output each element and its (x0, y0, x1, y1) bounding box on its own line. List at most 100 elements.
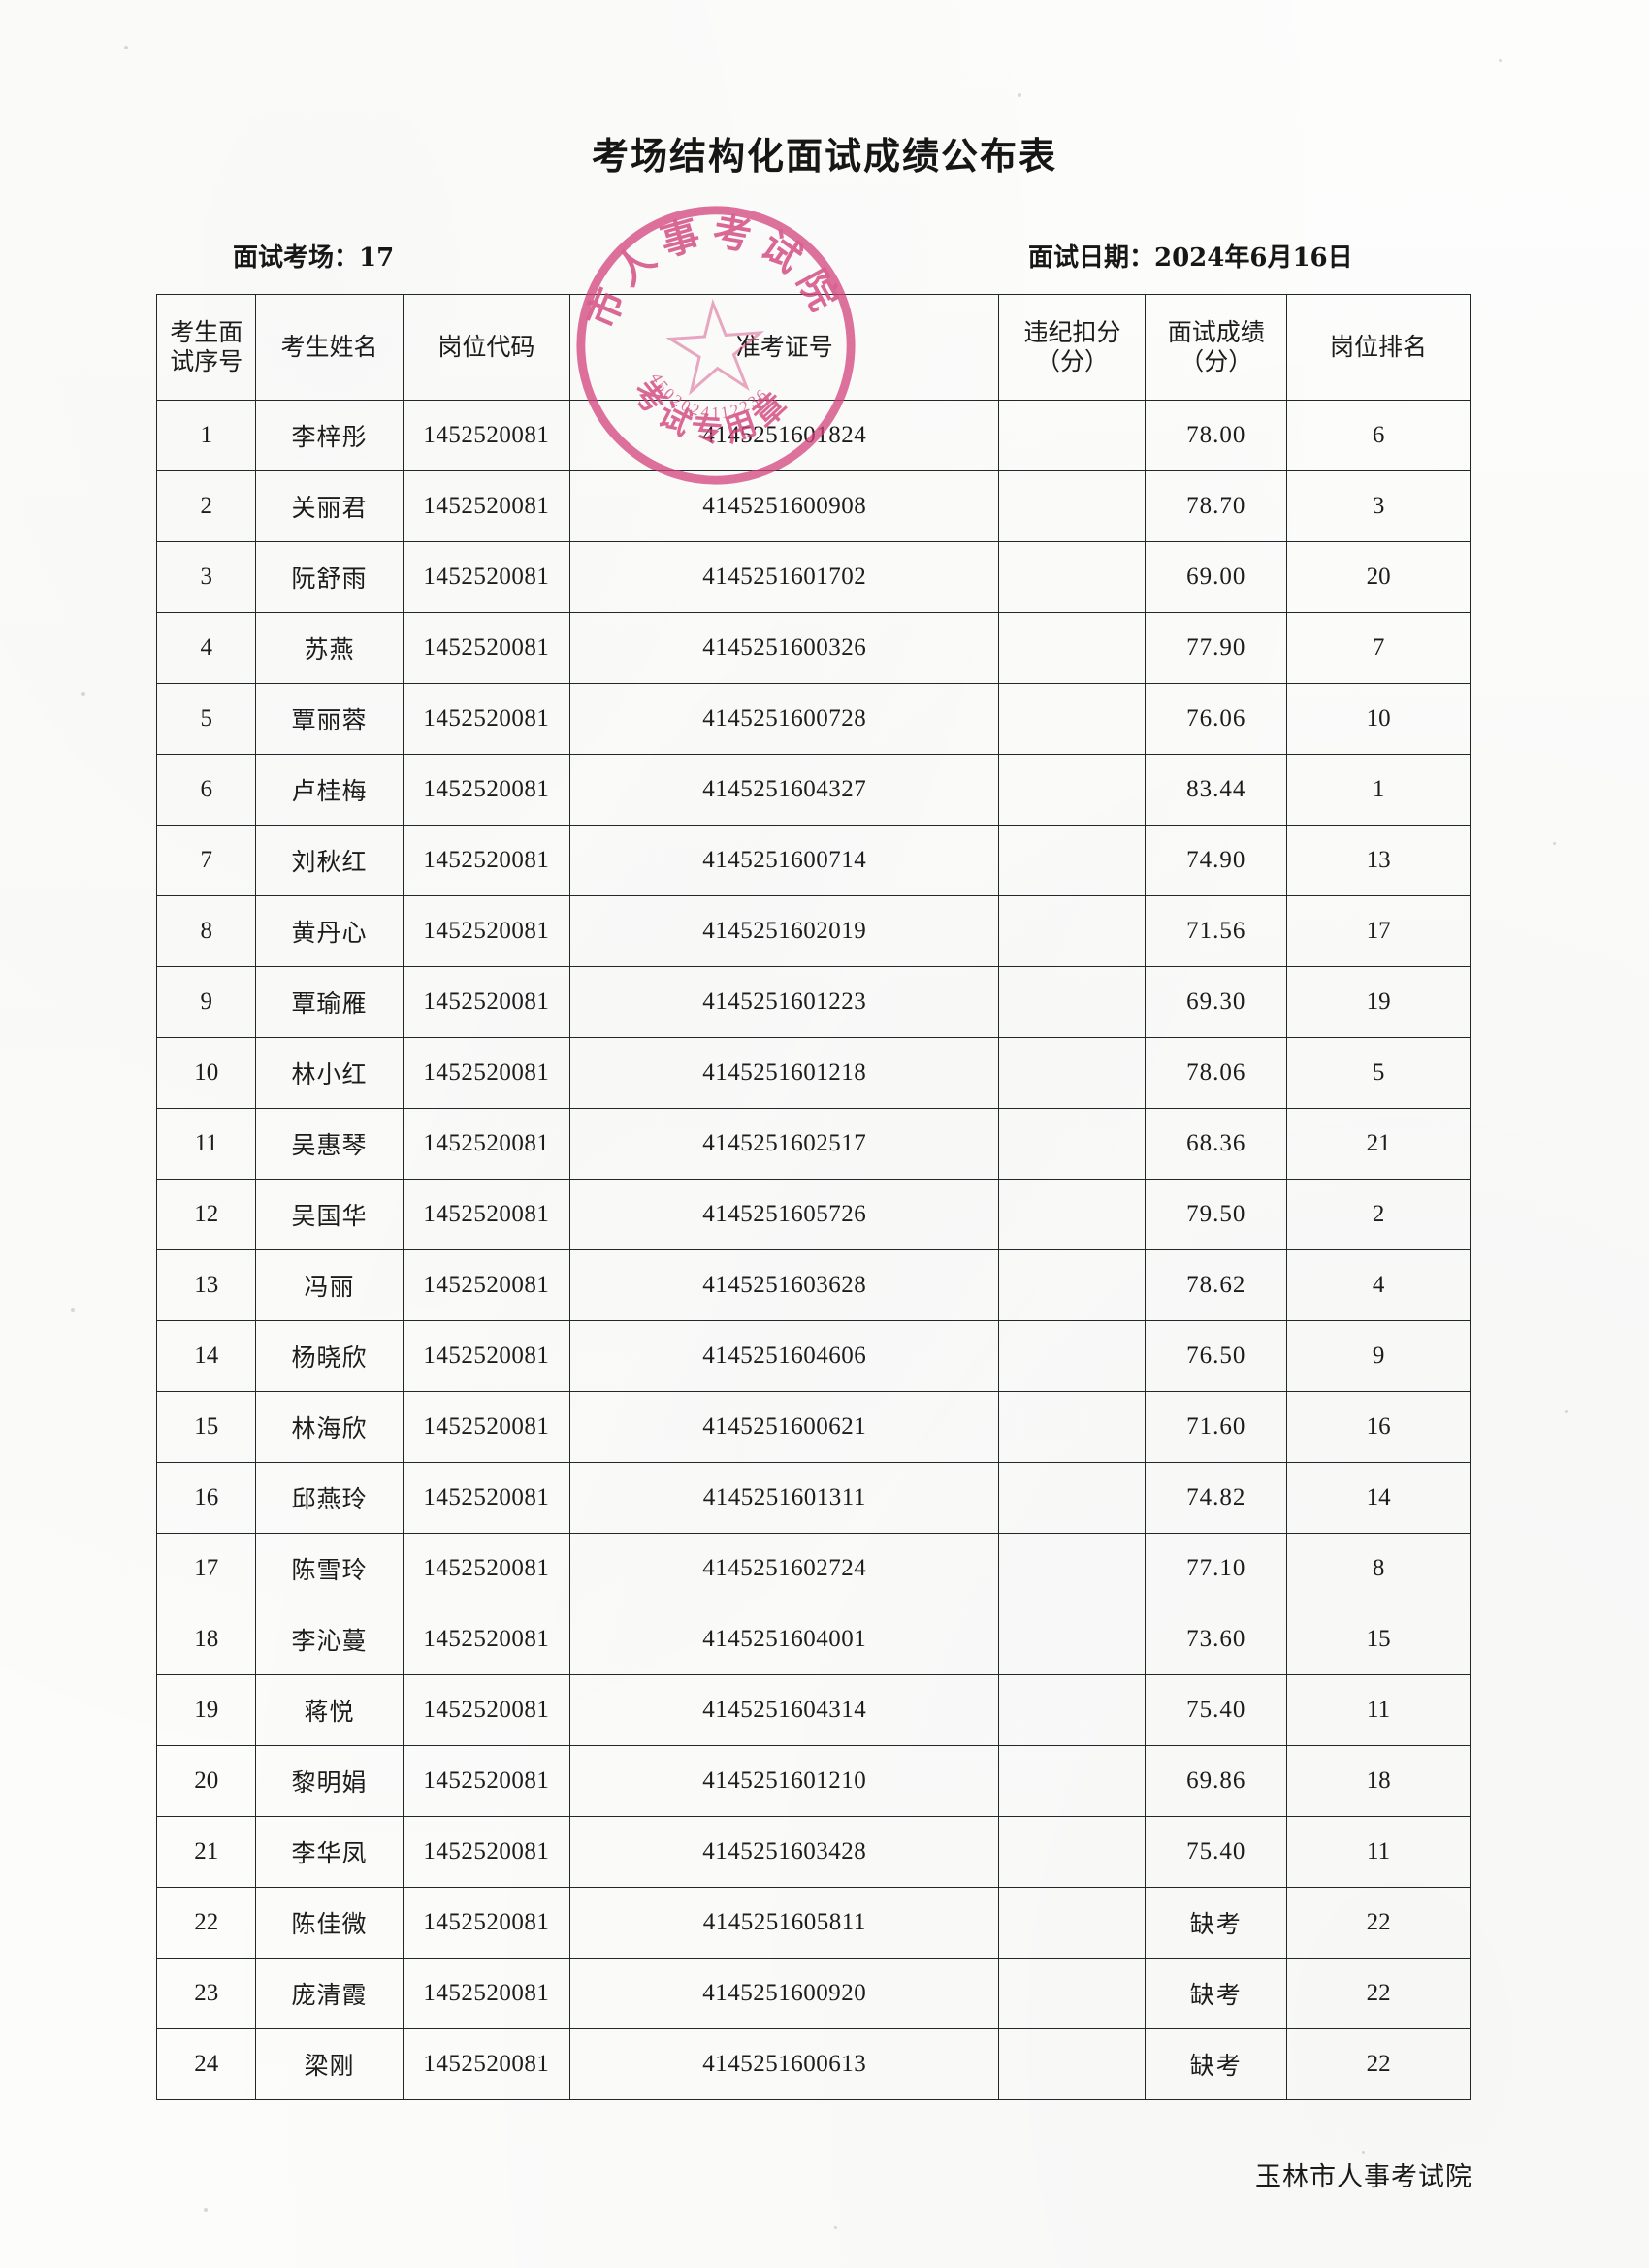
table-row: 5 覃丽蓉 1452520081 4145251600728 76.06 10 (155, 683, 1471, 755)
cell-post-code: 1452520081 (402, 1533, 571, 1604)
table-row: 13 冯丽 1452520081 4145251603628 78.62 4 (155, 1249, 1471, 1321)
cell-ticket-number: 4145251605811 (569, 1887, 1000, 1959)
cell-deduction (998, 1958, 1147, 2029)
table-row: 14 杨晓欣 1452520081 4145251604606 76.50 9 (155, 1320, 1471, 1392)
cell-deduction (998, 1108, 1147, 1180)
cell-score: 78.06 (1145, 1037, 1288, 1109)
cell-ticket-number: 4145251601702 (569, 541, 1000, 613)
cell-sequence: 3 (155, 541, 257, 613)
cell-rank: 6 (1286, 400, 1471, 471)
cell-ticket-number: 4145251604001 (569, 1604, 1000, 1675)
cell-rank: 16 (1286, 1391, 1471, 1463)
cell-sequence: 13 (155, 1249, 257, 1321)
cell-candidate-name: 庞清霞 (255, 1958, 404, 2029)
cell-rank: 3 (1286, 470, 1471, 542)
results-table: 考生面 试序号 考生姓名 岗位代码 准考证号 违纪扣分 （分） 面试成绩 （分） 岗位… (155, 294, 1471, 2100)
cell-sequence: 15 (155, 1391, 257, 1463)
cell-rank: 15 (1286, 1604, 1471, 1675)
cell-post-code: 1452520081 (402, 1391, 571, 1463)
table-row: 1 李梓彤 1452520081 4145251601824 78.00 6 (155, 400, 1471, 471)
cell-candidate-name: 吴国华 (255, 1179, 404, 1250)
cell-rank: 10 (1286, 683, 1471, 755)
column-header-rank: 岗位排名 (1286, 294, 1471, 401)
scan-speck (1565, 1410, 1568, 1413)
cell-candidate-name: 蒋悦 (255, 1674, 404, 1746)
table-row: 4 苏燕 1452520081 4145251600326 77.90 7 (155, 612, 1471, 684)
table-row: 10 林小红 1452520081 4145251601218 78.06 5 (155, 1037, 1471, 1109)
cell-post-code: 1452520081 (402, 1816, 571, 1888)
cell-score: 79.50 (1145, 1179, 1288, 1250)
cell-candidate-name: 林海欣 (255, 1391, 404, 1463)
table-row: 24 梁刚 1452520081 4145251600613 缺考 22 (155, 2028, 1471, 2100)
cell-post-code: 1452520081 (402, 1249, 571, 1321)
cell-sequence: 12 (155, 1179, 257, 1250)
cell-rank: 8 (1286, 1533, 1471, 1604)
cell-score: 78.62 (1145, 1249, 1288, 1321)
cell-post-code: 1452520081 (402, 2028, 571, 2100)
cell-candidate-name: 黄丹心 (255, 895, 404, 967)
cell-deduction (998, 1320, 1147, 1392)
cell-sequence: 10 (155, 1037, 257, 1109)
cell-deduction (998, 1816, 1147, 1888)
cell-candidate-name: 李梓彤 (255, 400, 404, 471)
cell-sequence: 19 (155, 1674, 257, 1746)
cell-deduction (998, 1037, 1147, 1109)
scan-speck (1362, 2151, 1365, 2154)
cell-score: 78.70 (1145, 470, 1288, 542)
table-row: 17 陈雪玲 1452520081 4145251602724 77.10 8 (155, 1533, 1471, 1604)
cell-candidate-name: 陈佳微 (255, 1887, 404, 1959)
table-row: 7 刘秋红 1452520081 4145251600714 74.90 13 (155, 825, 1471, 896)
cell-score: 74.82 (1145, 1462, 1288, 1534)
cell-post-code: 1452520081 (402, 612, 571, 684)
table-row: 8 黄丹心 1452520081 4145251602019 71.56 17 (155, 895, 1471, 967)
cell-rank: 14 (1286, 1462, 1471, 1534)
cell-sequence: 20 (155, 1745, 257, 1817)
cell-sequence: 11 (155, 1108, 257, 1180)
issuing-organization: 玉林市人事考试院 (1255, 2162, 1472, 2192)
cell-score: 71.56 (1145, 895, 1288, 967)
cell-candidate-name: 阮舒雨 (255, 541, 404, 613)
cell-score: 77.90 (1145, 612, 1288, 684)
cell-candidate-name: 杨晓欣 (255, 1320, 404, 1392)
cell-ticket-number: 4145251605726 (569, 1179, 1000, 1250)
table-row: 15 林海欣 1452520081 4145251600621 71.60 16 (155, 1391, 1471, 1463)
cell-deduction (998, 683, 1147, 755)
cell-ticket-number: 4145251600613 (569, 2028, 1000, 2100)
cell-post-code: 1452520081 (402, 1604, 571, 1675)
table-row: 19 蒋悦 1452520081 4145251604314 75.40 11 (155, 1674, 1471, 1746)
cell-ticket-number: 4145251600908 (569, 470, 1000, 542)
cell-sequence: 6 (155, 754, 257, 826)
table-body: 1 李梓彤 1452520081 4145251601824 78.00 6 2 关丽君 145… (155, 400, 1471, 2100)
cell-score: 75.40 (1145, 1816, 1288, 1888)
scan-speck (834, 2226, 837, 2229)
cell-ticket-number: 4145251601223 (569, 966, 1000, 1038)
cell-deduction (998, 400, 1147, 471)
cell-candidate-name: 李华凤 (255, 1816, 404, 1888)
cell-ticket-number: 4145251600728 (569, 683, 1000, 755)
scan-speck (124, 46, 128, 49)
cell-rank: 19 (1286, 966, 1471, 1038)
cell-candidate-name: 黎明娟 (255, 1745, 404, 1817)
cell-sequence: 5 (155, 683, 257, 755)
cell-score: 68.36 (1145, 1108, 1288, 1180)
cell-rank: 1 (1286, 754, 1471, 826)
interview-venue: 面试考场：17 (233, 243, 395, 273)
scan-speck (81, 692, 85, 696)
cell-rank: 22 (1286, 1887, 1471, 1959)
cell-ticket-number: 4145251600621 (569, 1391, 1000, 1463)
cell-score: 缺考 (1145, 1958, 1288, 2029)
cell-deduction (998, 612, 1147, 684)
cell-post-code: 1452520081 (402, 1462, 571, 1534)
cell-candidate-name: 苏燕 (255, 612, 404, 684)
cell-rank: 5 (1286, 1037, 1471, 1109)
table-header-row: 考生面 试序号 考生姓名 岗位代码 准考证号 违纪扣分 （分） 面试成绩 （分） 岗位… (155, 294, 1471, 401)
cell-score: 69.30 (1145, 966, 1288, 1038)
cell-sequence: 24 (155, 2028, 257, 2100)
cell-rank: 11 (1286, 1674, 1471, 1746)
cell-rank: 4 (1286, 1249, 1471, 1321)
scan-speck (1553, 842, 1556, 845)
column-header-name: 考生姓名 (255, 294, 404, 401)
cell-ticket-number: 4145251600714 (569, 825, 1000, 896)
cell-rank: 11 (1286, 1816, 1471, 1888)
cell-ticket-number: 4145251604606 (569, 1320, 1000, 1392)
